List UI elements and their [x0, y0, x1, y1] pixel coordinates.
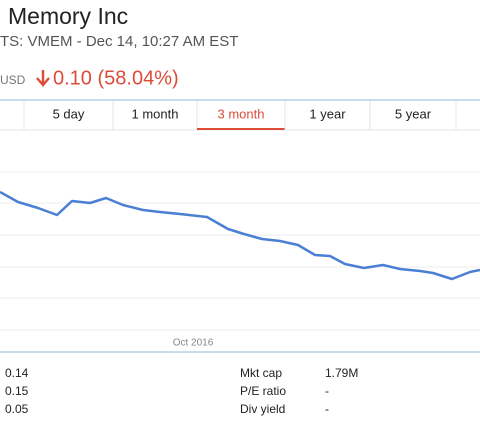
stat-value: 0.15	[5, 384, 29, 398]
tab[interactable]: 1 year	[309, 106, 346, 121]
tabs: 5 day 1 month 3 month 1 year 5 year	[23, 101, 457, 130]
stat-value: -	[325, 402, 329, 416]
stats: 0.14 0.15 0.05 Mkt cap 1.79M P/E ratio - Div yi…	[5, 366, 358, 416]
tab[interactable]: 1 month	[132, 106, 179, 121]
down-arrow	[36, 70, 50, 87]
tab[interactable]: 3 month	[218, 106, 265, 121]
currency: USD	[0, 73, 26, 87]
grid	[0, 171, 480, 331]
tab[interactable]: 5 year	[395, 106, 432, 121]
price-line	[0, 190, 480, 281]
stat-value: 0.14	[5, 366, 29, 380]
tab[interactable]: 5 day	[53, 106, 85, 121]
stat-value: 1.79M	[325, 366, 358, 380]
stock-subtitle: TS: VMEM - Dec 14, 10:27 AM EST	[0, 33, 238, 50]
stock-title: Memory Inc	[8, 3, 128, 29]
price-change: 0.10 (58.04%)	[53, 67, 179, 89]
stat-value: 0.05	[5, 402, 29, 416]
stat-value: -	[325, 384, 329, 398]
stat-label: P/E ratio	[240, 384, 286, 398]
stat-label: Div yield	[240, 402, 285, 416]
stat-label: Mkt cap	[240, 366, 282, 380]
x-axis-label: Oct 2016	[173, 338, 214, 349]
